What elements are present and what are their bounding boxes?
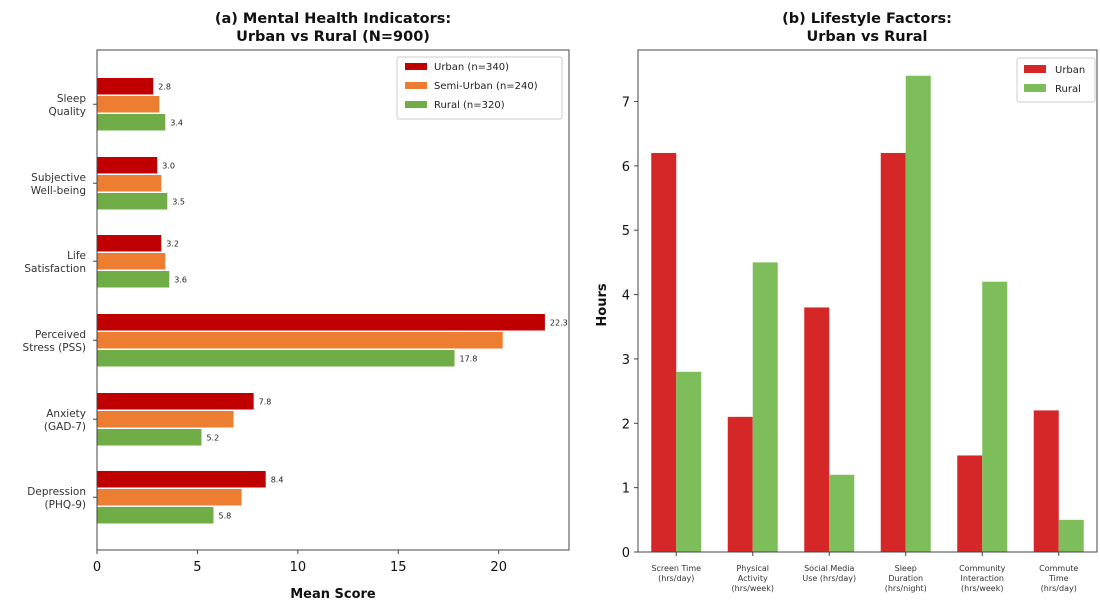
legend-b-label-rural: Rural <box>1055 84 1081 95</box>
y-tick-label-5: 5 <box>622 224 630 239</box>
legend-a-box <box>396 56 563 120</box>
legend-a-label-semi-urban-n-240: Semi-Urban (n=240) <box>434 81 538 92</box>
value-label-subjective-well-being-urban-n-340: 3.0 <box>162 161 175 170</box>
y-tick-label-3: 3 <box>622 353 630 368</box>
y-tick-label-7: 7 <box>622 95 630 110</box>
bar-community-interaction-hrs-week-rural <box>982 281 1008 552</box>
panel-b-y-ticks: 0 1 2 3 4 5 6 7 <box>622 95 638 561</box>
panel-a-title-line2: Urban vs Rural (N=900) <box>236 29 430 45</box>
panel-a-x-axis-title: Mean Score <box>290 587 376 602</box>
panel-b-lifestyle: (b) Lifestyle Factors: Urban vs Rural 0 1… <box>595 11 1098 593</box>
legend-a-label-rural-n-320: Rural (n=320) <box>434 100 505 111</box>
bar-anxiety-gad-7-rural-n-320 <box>97 429 202 446</box>
y-category-sleep-quality: Sleep Quality <box>48 93 86 118</box>
bar-social-media-use-hrs-day-urban <box>804 307 830 552</box>
legend-b-swatch-rural <box>1024 84 1046 92</box>
bar-depression-phq-9-rural-n-320 <box>97 507 214 524</box>
x-tick-label-15: 15 <box>390 560 407 575</box>
panel-a-plot-frame <box>96 49 570 551</box>
panel-a-marks: 2.8 3.4 3.0 3.5 3.2 3.6 22.3 17.8 7.8 5.2 8.4 5.8 <box>97 78 568 524</box>
panel-b-title-line2: Urban vs Rural <box>807 29 928 45</box>
panel-a-title-line1: (a) Mental Health Indicators: <box>215 11 451 27</box>
bar-perceived-stress-pss-rural-n-320 <box>97 350 455 367</box>
bar-commute-time-hrs-day-urban <box>1033 410 1059 552</box>
bar-subjective-well-being-rural-n-320 <box>97 193 168 210</box>
bar-sleep-duration-hrs-night-rural <box>905 75 931 552</box>
panel-b-x-categories: Screen Time (hrs/day) Physical Activity (hrs… <box>651 552 1078 593</box>
bar-screen-time-hrs-day-urban <box>651 152 677 552</box>
x-category-screen-time-hrs-day: Screen Time (hrs/day) <box>651 564 701 583</box>
bar-sleep-quality-semi-urban-n-240 <box>97 96 160 113</box>
bar-physical-activity-hrs-week-urban <box>727 416 753 552</box>
y-tick-label-1: 1 <box>622 482 630 497</box>
bar-depression-phq-9-semi-urban-n-240 <box>97 489 242 506</box>
bar-physical-activity-hrs-week-rural <box>752 262 778 552</box>
y-category-anxiety-gad-7: Anxiety (GAD-7) <box>44 408 86 433</box>
bar-screen-time-hrs-day-rural <box>676 371 702 552</box>
bar-sleep-quality-rural-n-320 <box>97 114 166 131</box>
panel-b-legend: Urban Rural <box>1016 57 1096 103</box>
y-tick-label-6: 6 <box>622 160 630 175</box>
legend-b-label-urban: Urban <box>1055 65 1085 76</box>
value-label-sleep-quality-urban-n-340: 2.8 <box>158 82 171 91</box>
panel-a-y-categories: Sleep Quality Subjective Well-being Life Sati… <box>23 93 97 511</box>
panel-a-legend: Urban (n=340) Semi-Urban (n=240) Rural (n=… <box>396 56 563 120</box>
y-category-perceived-stress-pss: Perceived Stress (PSS) <box>23 329 86 354</box>
bar-anxiety-gad-7-semi-urban-n-240 <box>97 411 234 428</box>
x-tick-label-20: 20 <box>490 560 507 575</box>
legend-a-swatch-rural-n-320 <box>405 101 427 108</box>
x-category-sleep-duration-hrs-night: Sleep Duration (hrs/night) <box>885 564 927 593</box>
value-label-depression-phq-9-urban-n-340: 8.4 <box>271 475 284 484</box>
value-label-subjective-well-being-rural-n-320: 3.5 <box>172 197 185 206</box>
y-tick-label-2: 2 <box>622 417 630 432</box>
bar-commute-time-hrs-day-rural <box>1058 519 1084 552</box>
legend-a-swatch-semi-urban-n-240 <box>405 82 427 89</box>
y-category-life-satisfaction: Life Satisfaction <box>24 250 86 275</box>
legend-b-swatch-urban <box>1024 65 1046 73</box>
value-label-sleep-quality-rural-n-320: 3.4 <box>170 118 183 127</box>
y-category-depression-phq-9: Depression (PHQ-9) <box>27 486 86 511</box>
panel-b-y-axis-title: Hours <box>595 283 610 326</box>
x-category-physical-activity-hrs-week: Physical Activity (hrs/week) <box>732 564 774 593</box>
bar-subjective-well-being-semi-urban-n-240 <box>97 175 162 192</box>
legend-a-label-urban-n-340: Urban (n=340) <box>434 62 509 73</box>
panel-b-marks <box>651 75 1084 552</box>
bar-sleep-duration-hrs-night-urban <box>880 152 906 552</box>
value-label-depression-phq-9-rural-n-320: 5.8 <box>218 511 231 520</box>
x-category-social-media-use-hrs-day: Social Media Use (hrs/day) <box>802 564 856 583</box>
bar-community-interaction-hrs-week-urban <box>957 455 983 552</box>
value-label-perceived-stress-pss-rural-n-320: 17.8 <box>460 354 478 363</box>
panel-b-plot-frame <box>637 49 1098 553</box>
value-label-perceived-stress-pss-urban-n-340: 22.3 <box>550 318 568 327</box>
bar-perceived-stress-pss-semi-urban-n-240 <box>97 332 503 349</box>
x-tick-label-10: 10 <box>290 560 307 575</box>
bar-sleep-quality-urban-n-340 <box>97 78 154 95</box>
value-label-life-satisfaction-rural-n-320: 3.6 <box>174 275 187 284</box>
bar-perceived-stress-pss-urban-n-340 <box>97 314 545 331</box>
panel-b-title-line1: (b) Lifestyle Factors: <box>782 11 952 27</box>
x-tick-label-5: 5 <box>193 560 201 575</box>
bar-life-satisfaction-rural-n-320 <box>97 271 170 288</box>
x-tick-label-0: 0 <box>93 560 101 575</box>
bar-anxiety-gad-7-urban-n-340 <box>97 393 254 410</box>
y-tick-label-0: 0 <box>622 546 630 561</box>
value-label-anxiety-gad-7-rural-n-320: 5.2 <box>206 433 219 442</box>
x-category-commute-time-hrs-day: Commute Time (hrs/day) <box>1039 564 1078 593</box>
value-label-life-satisfaction-urban-n-340: 3.2 <box>166 239 179 248</box>
bar-life-satisfaction-urban-n-340 <box>97 235 162 252</box>
x-category-community-interaction-hrs-week: Community Interaction (hrs/week) <box>959 564 1006 593</box>
bar-life-satisfaction-semi-urban-n-240 <box>97 253 166 270</box>
y-category-subjective-well-being: Subjective Well-being <box>31 172 86 197</box>
panel-a-x-ticks: 0 5 10 15 20 <box>93 550 507 575</box>
y-tick-label-4: 4 <box>622 289 630 304</box>
panel-a-mental-health: (a) Mental Health Indicators: Urban vs R… <box>23 11 570 602</box>
bar-depression-phq-9-urban-n-340 <box>97 471 266 488</box>
bar-social-media-use-hrs-day-rural <box>829 474 855 552</box>
value-label-anxiety-gad-7-urban-n-340: 7.8 <box>259 397 272 406</box>
bar-subjective-well-being-urban-n-340 <box>97 157 158 174</box>
legend-a-swatch-urban-n-340 <box>405 63 427 70</box>
